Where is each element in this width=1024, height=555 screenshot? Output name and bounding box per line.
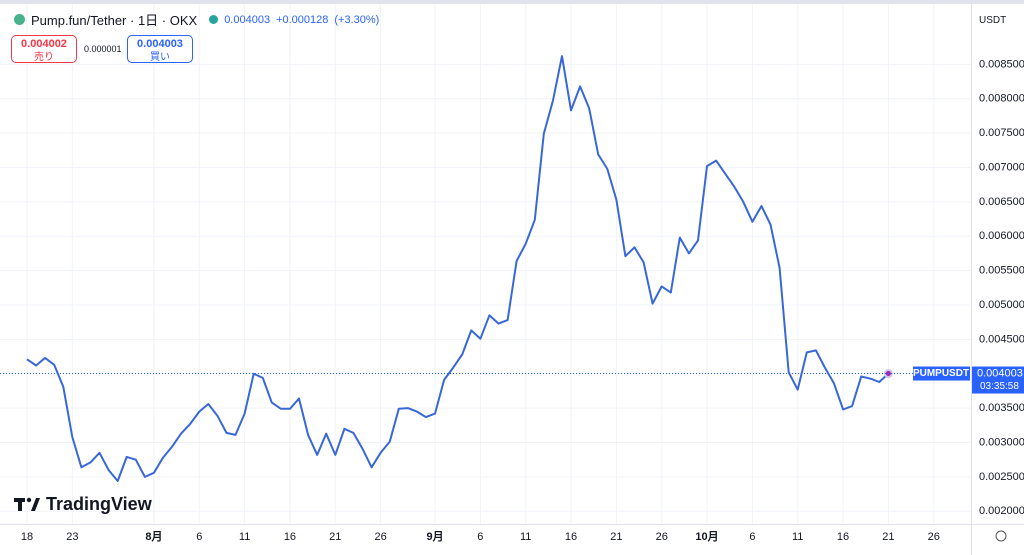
x-tick-label: 21: [610, 531, 622, 543]
top-border: [0, 0, 1024, 4]
x-tick-label: 6: [477, 531, 483, 543]
x-tick-label: 26: [928, 531, 940, 543]
y-tick-label: 0.004500: [979, 333, 1024, 345]
x-tick-label: 11: [239, 531, 250, 543]
x-tick-label: 23: [66, 531, 78, 543]
buy-button[interactable]: 0.004003 買い: [127, 35, 193, 63]
sell-price: 0.004002: [21, 38, 67, 50]
x-tick-label: 11: [520, 531, 531, 543]
x-tick-label: 11: [792, 531, 803, 543]
price-tag: [972, 366, 1024, 394]
currency[interactable]: USDT: [979, 15, 1007, 26]
last-price: 0.004003: [224, 13, 271, 26]
sell-label: 売り: [34, 52, 54, 63]
x-tick-label: 16: [284, 531, 296, 543]
y-tick-label: 0.007000: [979, 161, 1024, 173]
y-tick-label: 0.007500: [979, 127, 1024, 139]
y-tick-label: 0.006000: [979, 230, 1024, 242]
change-pct: (+3.30%): [334, 13, 380, 26]
y-tick-label: 0.003000: [979, 436, 1024, 448]
y-tick-label: 0.005500: [979, 265, 1024, 277]
x-tick-label: 16: [565, 531, 577, 543]
change: +0.000128: [276, 13, 329, 26]
status-dot: [209, 15, 219, 24]
y-tick-label: 0.005000: [979, 299, 1024, 311]
ticker: PUMPUSDT: [913, 368, 969, 379]
y-tick-label: 0.008000: [979, 93, 1024, 105]
x-tick-label: 6: [749, 531, 755, 543]
symbol[interactable]: Pump.fun/Tether · 1日 · OKX: [31, 13, 198, 28]
y-tick-label: 0.003500: [979, 402, 1024, 414]
header: Pump.fun/Tether · 1日 · OKX 0.004003 +0.0…: [14, 10, 379, 29]
y-tick-label: 0.002000: [979, 505, 1024, 517]
tv-logo: [14, 497, 40, 511]
price-tag-label: 0.004003: [977, 367, 1023, 379]
price-line: [26, 55, 890, 482]
y-tick-label: 0.008500: [979, 58, 1024, 70]
x-tick-label: 10月: [695, 530, 718, 543]
x-tick-label: 9月: [426, 530, 443, 543]
x-tick-label: 6: [196, 531, 202, 543]
settings-icon[interactable]: [995, 530, 1007, 542]
x-tick-label: 26: [375, 531, 387, 543]
y-tick-label: 0.002500: [979, 471, 1024, 483]
x-tick-label: 18: [21, 531, 33, 543]
x-tick-label: 16: [837, 531, 849, 543]
branding: TradingView: [46, 494, 153, 514]
x-tick-label: 21: [882, 531, 894, 543]
ticker-tag: [913, 366, 970, 381]
x-tick-label: 8月: [145, 530, 162, 543]
buy-label: 買い: [150, 52, 170, 63]
buy-price: 0.004003: [137, 38, 183, 50]
overlay: 0.0020000.0025000.0030000.0035000.004000…: [0, 55, 1024, 543]
sell-button[interactable]: 0.004002 売り: [11, 35, 77, 63]
x-tick-label: 26: [656, 531, 668, 543]
x-tick-label: 21: [329, 531, 341, 543]
countdown: 03:35:58: [980, 381, 1019, 392]
spread: 0.000001: [84, 44, 122, 54]
y-tick-label: 0.006500: [979, 196, 1024, 208]
symbol-icon: [14, 14, 25, 25]
